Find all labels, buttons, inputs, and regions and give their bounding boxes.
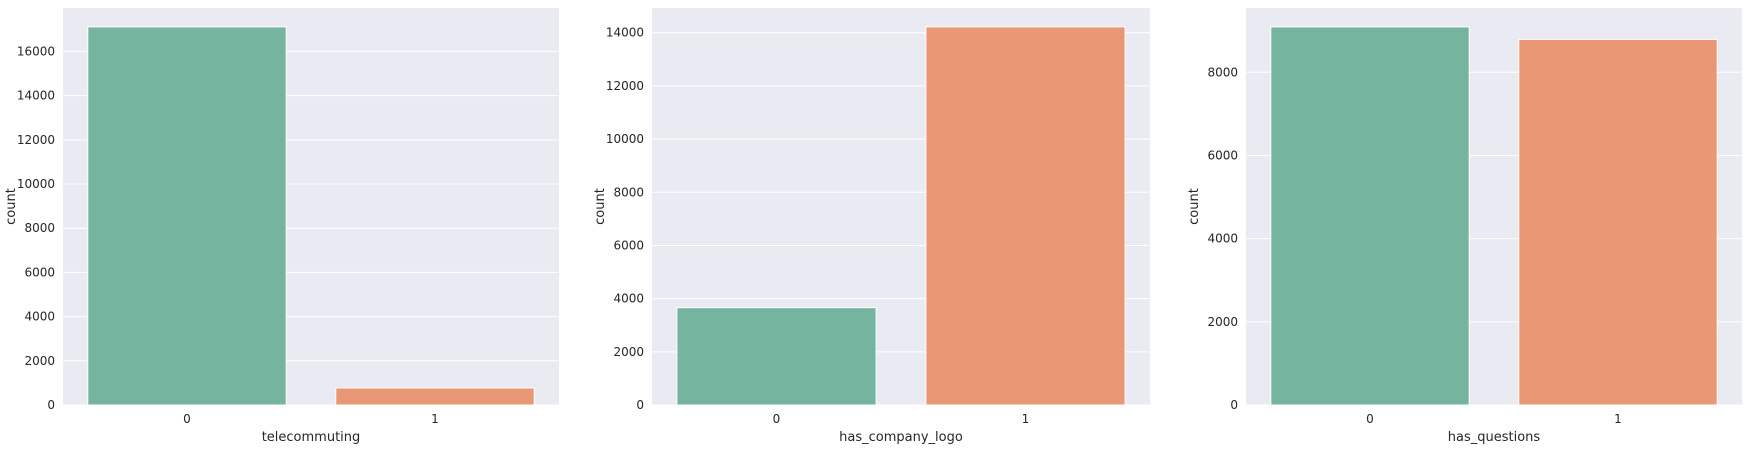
bar-1 (925, 26, 1126, 406)
x-tick-label: 1 (1614, 412, 1622, 426)
y-tick-label: 4000 (24, 310, 55, 324)
chart-panel-2: 0 2000 4000 6000 8000 10000 12000 14000 0 1 has_co… (593, 8, 1150, 445)
y-tick-label: 0 (636, 398, 644, 412)
y-tick-label: 14000 (17, 89, 55, 103)
y-tick-label: 10000 (606, 132, 644, 146)
y-tick-label: 8000 (24, 221, 55, 235)
y-tick-label: 2000 (613, 345, 644, 359)
y-axis-label: count (4, 188, 19, 225)
bar-0 (676, 307, 877, 406)
y-tick-label: 6000 (1207, 148, 1238, 162)
x-tick-label: 0 (773, 412, 781, 426)
chart-panel-3: 0 2000 4000 6000 8000 0 1 has_questions count (1187, 8, 1742, 445)
y-tick-label: 12000 (17, 133, 55, 147)
y-tick-label: 6000 (24, 265, 55, 279)
y-tick-label: 4000 (1207, 232, 1238, 246)
y-tick-label: 8000 (613, 185, 644, 199)
x-axis-label: has_questions (1448, 430, 1541, 445)
y-tick-label: 2000 (1207, 315, 1238, 329)
y-tick-label: 8000 (1207, 65, 1238, 79)
x-axis-label: telecommuting (262, 430, 361, 445)
bar-0 (87, 26, 287, 406)
y-tick-label: 0 (1230, 398, 1238, 412)
y-tick-label: 0 (47, 398, 55, 412)
x-tick-label: 1 (431, 412, 439, 426)
y-tick-label: 12000 (606, 79, 644, 93)
y-tick-label: 2000 (24, 354, 55, 368)
bar-1 (335, 387, 535, 406)
x-axis-label: has_company_logo (839, 430, 963, 445)
y-tick-label: 10000 (17, 177, 55, 191)
y-tick-label: 6000 (613, 238, 644, 252)
x-tick-label: 1 (1022, 412, 1030, 426)
bar-0 (1270, 26, 1470, 406)
y-axis-label: count (1187, 188, 1202, 225)
chart-panel-1: 0 2000 4000 6000 8000 10000 12000 14000 16000 0 1 t… (4, 8, 559, 445)
x-tick-label: 0 (1366, 412, 1374, 426)
y-axis-label: count (593, 188, 608, 225)
y-tick-label: 4000 (613, 292, 644, 306)
x-tick-label: 0 (183, 412, 191, 426)
y-tick-label: 14000 (606, 26, 644, 40)
y-tick-label: 16000 (17, 44, 55, 58)
bar-1 (1518, 38, 1718, 406)
